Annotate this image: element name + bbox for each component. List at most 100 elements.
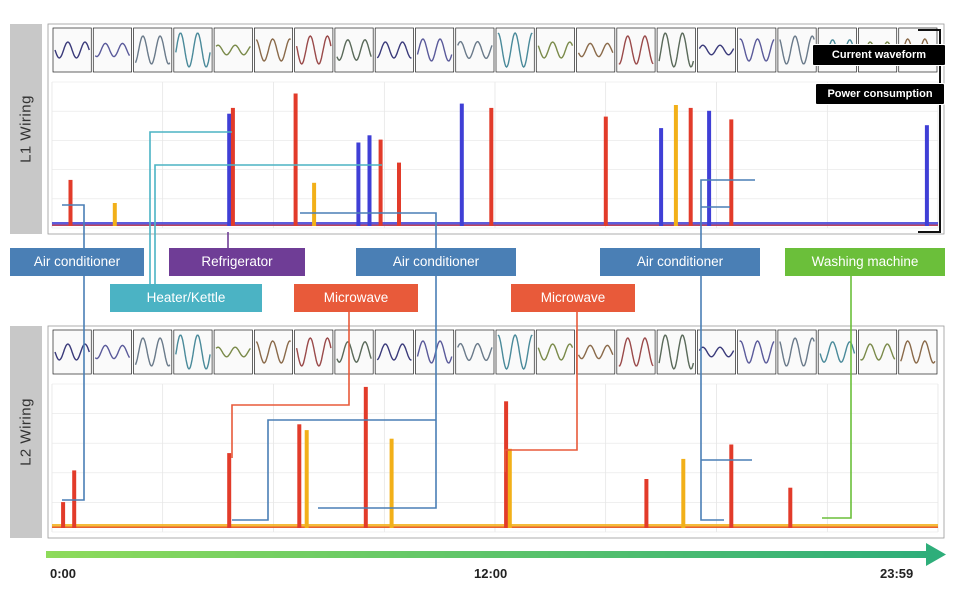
power-spike <box>112 203 117 226</box>
power-spike <box>659 128 664 226</box>
waveform-trace <box>336 38 372 62</box>
connector-microwave1 <box>231 312 350 458</box>
connector-ac1-l2 <box>62 276 85 501</box>
baseline-band <box>52 524 938 528</box>
time-arrow-head <box>926 543 946 566</box>
power-spike <box>367 135 372 226</box>
tag-microwave-2: Microwave <box>511 284 635 312</box>
power-spike <box>924 125 929 226</box>
waveform-cell <box>294 329 334 375</box>
waveform-trace <box>900 340 936 364</box>
waveform-cell <box>415 329 455 375</box>
waveform-trace <box>537 343 574 361</box>
legend-bracket <box>918 29 941 233</box>
power-spike <box>644 479 649 528</box>
baseline-band <box>52 222 938 226</box>
tag-air-conditioner-3: Air conditioner <box>600 248 760 276</box>
waveform-trace <box>860 343 896 361</box>
time-label-start: 0:00 <box>50 566 77 581</box>
time-arrow-shaft <box>46 551 928 558</box>
waveform-cell <box>576 329 616 375</box>
power-spike <box>459 103 464 226</box>
waveform-trace <box>175 32 211 68</box>
power-spike <box>681 458 686 528</box>
legend-current-waveform: Current waveform <box>812 44 946 66</box>
connector-washing <box>822 276 852 519</box>
time-label-mid: 12:00 <box>474 566 508 581</box>
waveform-trace <box>54 41 90 59</box>
waveform-trace <box>497 334 533 370</box>
connector-heater-b <box>154 164 382 284</box>
power-spike <box>489 107 494 226</box>
connector-ac2-l2b <box>232 419 436 521</box>
waveform-cell <box>415 27 455 73</box>
power-spike <box>673 105 678 226</box>
l2-chart <box>47 325 945 539</box>
power-spike <box>230 107 235 226</box>
l2-panel-label: L2 Wiring <box>10 326 42 538</box>
waveform-trace <box>618 35 654 65</box>
waveform-cell <box>697 27 736 73</box>
waveform-cell <box>334 27 374 73</box>
waveform-trace <box>255 340 291 364</box>
waveform-cell <box>294 27 334 73</box>
l2-gridlines <box>51 383 939 533</box>
waveform-trace <box>779 35 815 65</box>
waveform-cell <box>334 329 374 375</box>
tag-air-conditioner-1: Air conditioner <box>10 248 144 276</box>
waveform-trace <box>698 346 735 358</box>
l1-power-bars <box>68 93 929 226</box>
power-spike <box>297 424 302 528</box>
power-spike <box>293 93 298 226</box>
power-spike <box>227 453 232 528</box>
waveform-trace <box>416 38 453 62</box>
waveform-trace <box>577 42 614 58</box>
waveform-cell <box>455 27 495 73</box>
waveform-trace <box>739 340 775 364</box>
power-spike <box>788 487 793 528</box>
connector-lines <box>62 131 852 521</box>
l2-baseline <box>52 524 938 528</box>
waveform-trace <box>295 35 332 65</box>
waveform-cell <box>213 27 253 73</box>
connector-ac3-l2a <box>700 276 724 521</box>
power-spike <box>507 448 512 528</box>
power-spike <box>603 116 608 226</box>
power-spike <box>729 119 734 226</box>
power-spike <box>378 139 383 226</box>
waveform-cell <box>455 329 495 375</box>
time-label-end: 23:59 <box>880 566 914 581</box>
waveform-trace <box>497 32 533 68</box>
waveform-trace <box>779 337 815 367</box>
waveform-trace <box>658 32 695 68</box>
tag-heater-kettle: Heater/Kettle <box>110 284 262 312</box>
baseline-band-red <box>52 526 938 528</box>
tag-air-conditioner-2: Air conditioner <box>356 248 516 276</box>
connector-ac3-l1a <box>700 179 755 248</box>
power-spike <box>389 438 394 528</box>
power-spike <box>61 502 66 528</box>
waveform-cell <box>697 329 736 375</box>
waveform-trace <box>175 334 211 370</box>
waveform-trace <box>577 344 614 360</box>
waveform-cell <box>535 329 575 375</box>
waveform-cell <box>858 329 898 375</box>
waveform-cell <box>535 27 575 73</box>
power-spike <box>707 110 712 226</box>
waveform-trace <box>94 42 131 58</box>
waveform-trace <box>215 346 251 358</box>
power-spike <box>688 107 693 226</box>
connector-ac2-l2a <box>318 276 437 509</box>
power-spike <box>68 179 73 226</box>
power-spike <box>363 386 368 528</box>
waveform-trace <box>658 334 695 370</box>
power-spike <box>504 401 509 528</box>
tag-refrigerator: Refrigerator <box>169 248 305 276</box>
legend-power-consumption-text: Power consumption <box>827 88 933 100</box>
waveform-trace <box>134 35 171 65</box>
tag-washing-machine: Washing machine <box>785 248 945 276</box>
l1-panel-label: L1 Wiring <box>10 24 42 234</box>
power-spike <box>227 113 232 226</box>
waveform-trace <box>295 337 332 367</box>
power-spike <box>312 182 317 226</box>
